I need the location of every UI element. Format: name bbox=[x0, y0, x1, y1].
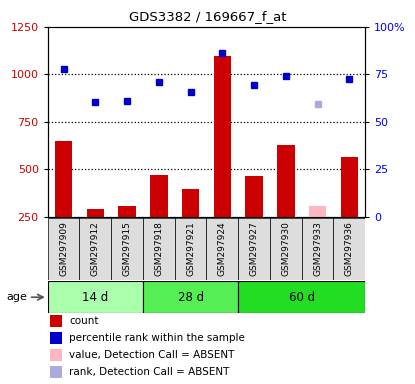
Text: GSM297930: GSM297930 bbox=[281, 222, 290, 276]
Bar bbox=[48, 218, 80, 280]
Bar bbox=[50, 332, 62, 344]
Text: rank, Detection Call = ABSENT: rank, Detection Call = ABSENT bbox=[69, 367, 229, 377]
Bar bbox=[50, 315, 62, 328]
Text: GSM297912: GSM297912 bbox=[91, 222, 100, 276]
Bar bbox=[50, 349, 62, 361]
Text: GSM297918: GSM297918 bbox=[154, 222, 164, 276]
Text: 28 d: 28 d bbox=[178, 291, 204, 304]
Bar bbox=[309, 205, 326, 217]
Bar bbox=[334, 218, 365, 280]
Text: GSM297921: GSM297921 bbox=[186, 222, 195, 276]
Text: GSM297924: GSM297924 bbox=[218, 222, 227, 276]
Bar bbox=[143, 218, 175, 280]
Bar bbox=[111, 218, 143, 280]
Bar bbox=[55, 141, 72, 217]
Text: GDS3382 / 169667_f_at: GDS3382 / 169667_f_at bbox=[129, 10, 286, 23]
Bar bbox=[118, 205, 136, 217]
Text: GSM297936: GSM297936 bbox=[345, 222, 354, 276]
Text: age: age bbox=[6, 292, 27, 302]
Bar bbox=[214, 56, 231, 217]
Bar bbox=[150, 175, 168, 217]
Bar bbox=[80, 218, 111, 280]
Text: 14 d: 14 d bbox=[82, 291, 108, 304]
Bar bbox=[50, 366, 62, 378]
Bar bbox=[238, 218, 270, 280]
Bar bbox=[48, 281, 143, 313]
Text: 60 d: 60 d bbox=[289, 291, 315, 304]
Bar bbox=[245, 176, 263, 217]
Text: percentile rank within the sample: percentile rank within the sample bbox=[69, 333, 245, 343]
Bar bbox=[143, 281, 238, 313]
Bar bbox=[87, 209, 104, 217]
Bar bbox=[341, 157, 358, 217]
Bar bbox=[238, 281, 365, 313]
Bar bbox=[277, 145, 295, 217]
Text: GSM297927: GSM297927 bbox=[249, 222, 259, 276]
Bar bbox=[175, 218, 207, 280]
Text: GSM297909: GSM297909 bbox=[59, 222, 68, 276]
Bar bbox=[207, 218, 238, 280]
Text: GSM297933: GSM297933 bbox=[313, 222, 322, 276]
Text: GSM297915: GSM297915 bbox=[122, 222, 132, 276]
Text: count: count bbox=[69, 316, 99, 326]
Bar bbox=[270, 218, 302, 280]
Text: value, Detection Call = ABSENT: value, Detection Call = ABSENT bbox=[69, 350, 234, 360]
Bar bbox=[302, 218, 334, 280]
Bar bbox=[182, 189, 199, 217]
